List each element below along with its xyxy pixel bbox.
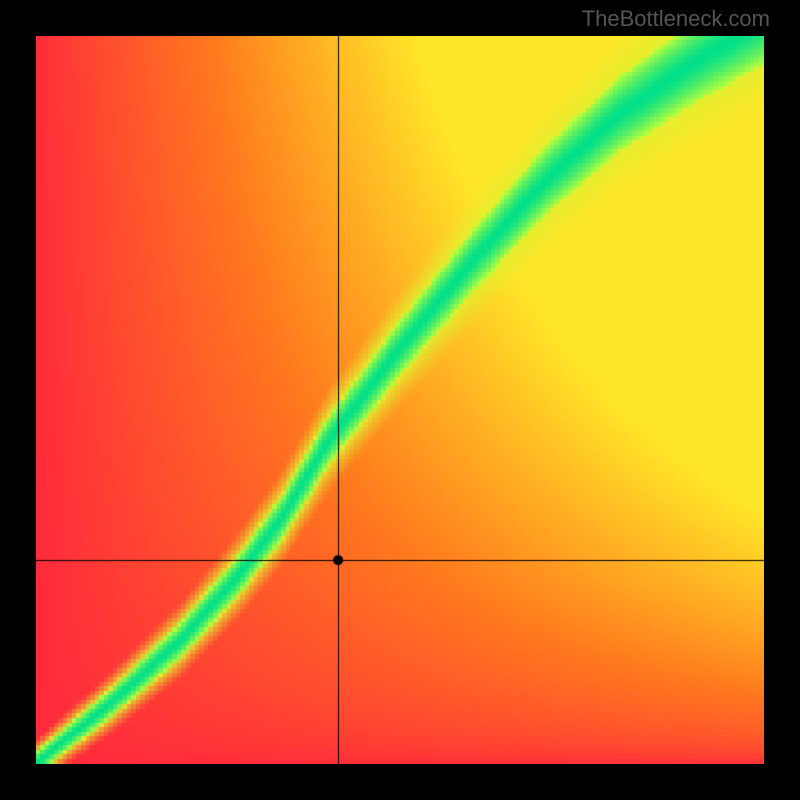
chart-container: TheBottleneck.com	[0, 0, 800, 800]
bottleneck-heatmap	[36, 36, 764, 764]
watermark-text: TheBottleneck.com	[582, 6, 770, 32]
